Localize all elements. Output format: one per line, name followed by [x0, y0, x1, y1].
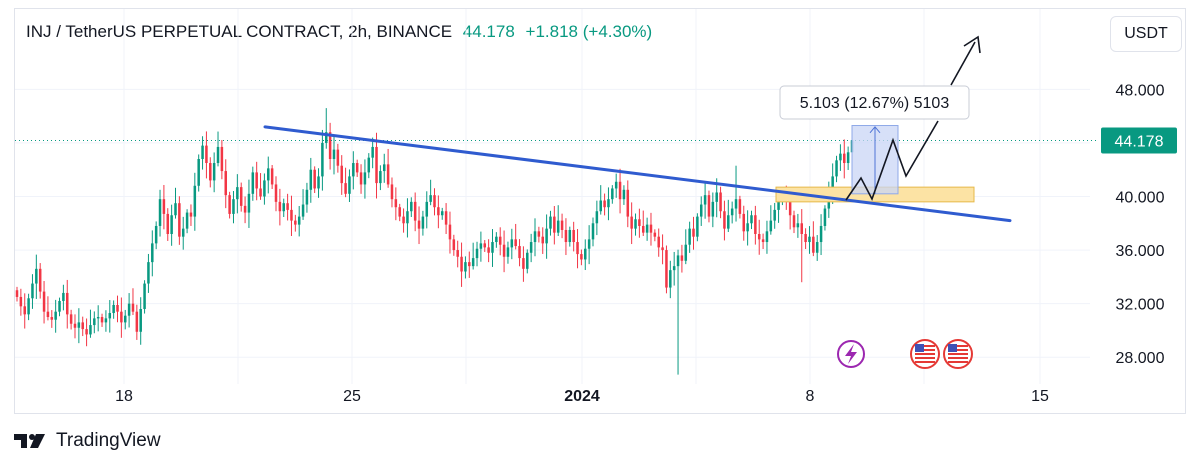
symbol-header: INJ / TetherUS PERPETUAL CONTRACT, 2h, B…	[26, 22, 652, 42]
currency-button[interactable]: USDT	[1110, 16, 1182, 52]
chart-frame[interactable]	[14, 8, 1186, 414]
symbol-title: INJ / TetherUS PERPETUAL CONTRACT, 2h, B…	[26, 22, 453, 41]
footer: TradingView	[14, 430, 161, 452]
header-price: 44.178	[462, 22, 515, 41]
header-change: +1.818 (+4.30%)	[525, 22, 653, 41]
tradingview-logo-icon[interactable]	[14, 432, 48, 450]
tradingview-brand[interactable]: TradingView	[56, 430, 161, 451]
